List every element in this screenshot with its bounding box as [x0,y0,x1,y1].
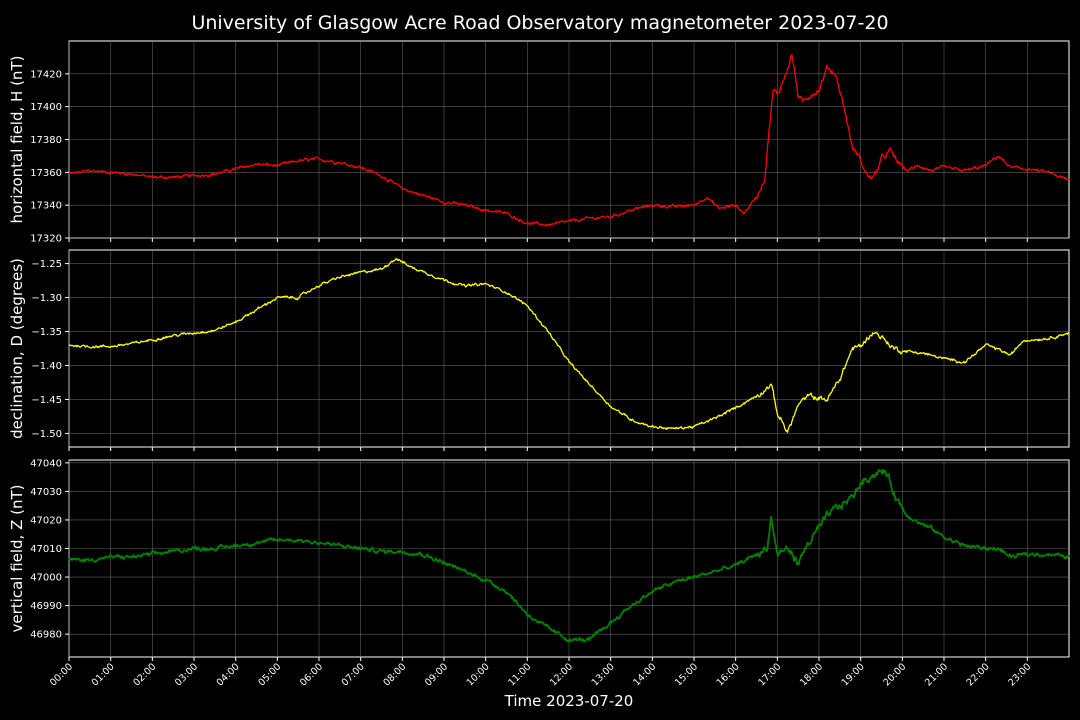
y-tick-label: 47000 [30,573,62,584]
x-axis-label: Time 2023-07-20 [504,692,634,710]
y-tick-label: 46980 [30,630,62,641]
series-line [68,53,1070,227]
y-tick-label: 46990 [30,601,62,612]
series-line [68,258,1070,433]
y-tick-label: −1.25 [31,259,62,270]
y-tick-label: 47040 [30,458,62,469]
y-tick-label: 47010 [30,544,62,555]
y-tick-label: 47020 [30,515,62,526]
panel-2: −1.50 −1.45 −1.40 −1.35 −1.30 −1.25 declinatio… [8,249,1070,451]
chart-title: University of Glasgow Acre Road Observat… [191,12,888,34]
y-tick-label: −1.50 [31,429,62,440]
panel-1: 17320 17340 17360 17380 17400 17420 horizontal… [8,40,1070,245]
y-tick-label: −1.30 [31,293,62,304]
y-tick-label: 17380 [30,135,62,146]
y-tick-label: 17400 [30,102,62,113]
y-tick-label: 17320 [30,234,62,245]
y-tick-label: 17360 [30,168,62,179]
y-tick-label: −1.45 [31,395,62,406]
y-tick-label: 47030 [30,487,62,498]
y-tick-label: 17340 [30,201,62,212]
y-axis-label: vertical field, Z (nT) [8,484,26,632]
y-axis-label: declination, D (degrees) [8,258,26,439]
y-tick-label: 17420 [30,69,62,80]
y-tick-label: −1.40 [31,361,62,372]
y-tick-label: −1.35 [31,327,62,338]
panels-group: 17320 17340 17360 17380 17400 17420 horizontal… [8,40,1070,688]
panel-3: 46980 46990 47000 47010 47020 47030 47040 verti… [8,458,1070,661]
y-axis-label: horizontal field, H (nT) [8,56,26,224]
series-line [68,468,1070,643]
